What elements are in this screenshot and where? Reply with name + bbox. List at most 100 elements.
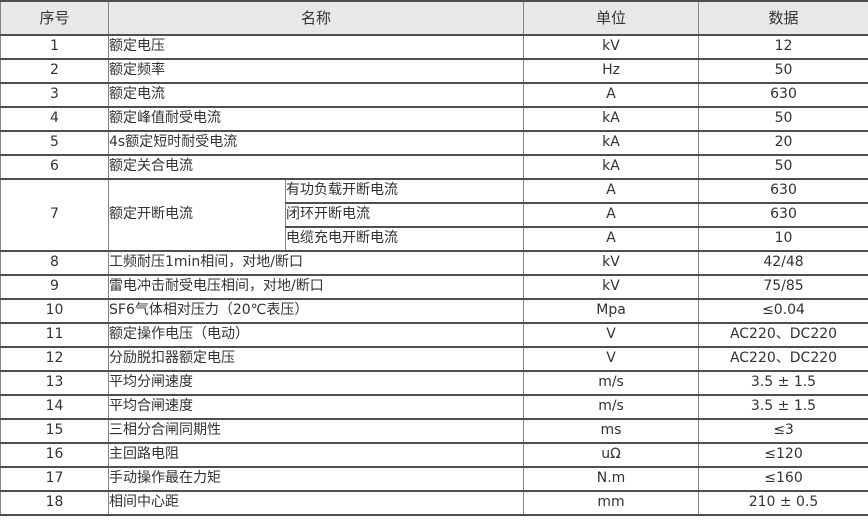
- table-row: 18 相间中心距 mm 210 ± 0.5: [0, 490, 868, 516]
- table-row: 4 额定峰值耐受电流 kA 50: [0, 106, 868, 132]
- cell-unit: A: [523, 202, 700, 228]
- cell-unit: kA: [523, 106, 700, 132]
- cell-data: 630: [698, 202, 868, 228]
- cell-unit: kA: [523, 154, 700, 180]
- cell-data: 3.5 ± 1.5: [698, 370, 868, 396]
- cell-data: 210 ± 0.5: [698, 490, 868, 516]
- cell-name: 三相分合闸同期性: [107, 418, 525, 444]
- header-row: 序号 名称 单位 数据: [0, 0, 868, 36]
- cell-name: 额定频率: [107, 58, 525, 84]
- cell-unit: ms: [523, 418, 700, 444]
- cell-no: 7: [0, 178, 109, 252]
- cell-unit: kV: [523, 250, 700, 276]
- cell-no: 1: [0, 34, 109, 60]
- cell-name: 额定开断电流: [108, 178, 286, 252]
- table-row: 17 手动操作最在力矩 N.m ≤160: [0, 466, 868, 492]
- cell-unit: m/s: [523, 370, 700, 396]
- cell-no: 4: [0, 106, 109, 132]
- table-row: 3 额定电流 A 630: [0, 82, 868, 108]
- cell-name: 手动操作最在力矩: [107, 466, 525, 492]
- table-row: 1 额定电压 kV 12: [0, 34, 868, 60]
- cell-unit: m/s: [523, 394, 700, 420]
- table-row: 2 额定频率 Hz 50: [0, 58, 868, 84]
- cell-subname: 有功负载开断电流: [284, 178, 525, 204]
- cell-data: 50: [698, 106, 868, 132]
- cell-no: 8: [0, 250, 109, 276]
- cell-no: 10: [0, 298, 109, 324]
- cell-data: 630: [698, 82, 868, 108]
- table-body: 1 额定电压 kV 12 2 额定频率 Hz 50 3 额定电流 A 630 4 额定峰值耐受电流 kA 50…: [0, 34, 868, 516]
- table-row: 6 额定关合电流 kA 50: [0, 154, 868, 180]
- header-no: 序号: [0, 0, 109, 36]
- cell-unit: mm: [523, 490, 700, 516]
- cell-name: 4s额定短时耐受电流: [107, 130, 525, 156]
- cell-data: 50: [698, 58, 868, 84]
- cell-unit: A: [523, 178, 700, 204]
- cell-name: 额定电流: [107, 82, 525, 108]
- cell-unit: kA: [523, 130, 700, 156]
- cell-data: ≤3: [698, 418, 868, 444]
- table-row: 7 额定开断电流 有功负载开断电流 A 630: [0, 178, 868, 252]
- cell-data: 42/48: [698, 250, 868, 276]
- cell-data: 75/85: [698, 274, 868, 300]
- table-row: 15 三相分合闸同期性 ms ≤3: [0, 418, 868, 444]
- cell-no: 3: [0, 82, 109, 108]
- cell-name: SF6气体相对压力（20℃表压）: [107, 298, 525, 324]
- cell-name: 相间中心距: [107, 490, 525, 516]
- cell-data: ≤120: [698, 442, 868, 468]
- cell-unit: A: [523, 82, 700, 108]
- cell-no: 12: [0, 346, 109, 372]
- cell-name: 平均合闸速度: [107, 394, 525, 420]
- table-row: 12 分励脱扣器额定电压 V AC220、DC220: [0, 346, 868, 372]
- cell-unit: V: [523, 322, 700, 348]
- table-row: 10 SF6气体相对压力（20℃表压） Mpa ≤0.04: [0, 298, 868, 324]
- cell-data: 10: [698, 226, 868, 252]
- cell-data: 20: [698, 130, 868, 156]
- cell-unit: V: [523, 346, 700, 372]
- cell-no: 13: [0, 370, 109, 396]
- cell-no: 16: [0, 442, 109, 468]
- table-row: 8 工频耐压1min相间，对地/断口 kV 42/48: [0, 250, 868, 276]
- table-row: 14 平均合闸速度 m/s 3.5 ± 1.5: [0, 394, 868, 420]
- cell-no: 15: [0, 418, 109, 444]
- cell-name: 平均分闸速度: [107, 370, 525, 396]
- cell-unit: Mpa: [523, 298, 700, 324]
- cell-subname: 电缆充电开断电流: [284, 226, 525, 252]
- cell-name: 工频耐压1min相间，对地/断口: [107, 250, 525, 276]
- header-data: 数据: [698, 0, 868, 36]
- cell-name: 额定峰值耐受电流: [107, 106, 525, 132]
- cell-data: 630: [698, 178, 868, 204]
- cell-no: 14: [0, 394, 109, 420]
- header-name: 名称: [107, 0, 525, 36]
- cell-no: 9: [0, 274, 109, 300]
- cell-no: 2: [0, 58, 109, 84]
- cell-unit: A: [523, 226, 700, 252]
- cell-data: 3.5 ± 1.5: [698, 394, 868, 420]
- cell-unit: uΩ: [523, 442, 700, 468]
- cell-no: 5: [0, 130, 109, 156]
- cell-unit: kV: [523, 34, 700, 60]
- cell-name: 雷电冲击耐受电压相间，对地/断口: [107, 274, 525, 300]
- cell-data: ≤160: [698, 466, 868, 492]
- cell-unit: N.m: [523, 466, 700, 492]
- cell-data: 12: [698, 34, 868, 60]
- table-row: 13 平均分闸速度 m/s 3.5 ± 1.5: [0, 370, 868, 396]
- cell-no: 17: [0, 466, 109, 492]
- table-row: 5 4s额定短时耐受电流 kA 20: [0, 130, 868, 156]
- cell-name: 主回路电阻: [107, 442, 525, 468]
- cell-name: 额定电压: [107, 34, 525, 60]
- table-row: 电缆充电开断电流 A 10: [1, 226, 868, 252]
- cell-name: 分励脱扣器额定电压: [107, 346, 525, 372]
- table-row: 闭环开断电流 A 630: [1, 202, 868, 228]
- cell-no: 18: [0, 490, 109, 516]
- cell-name: 额定操作电压（电动）: [107, 322, 525, 348]
- cell-unit: Hz: [523, 58, 700, 84]
- table-row: 16 主回路电阻 uΩ ≤120: [0, 442, 868, 468]
- cell-subname: 闭环开断电流: [284, 202, 525, 228]
- table-row: 9 雷电冲击耐受电压相间，对地/断口 kV 75/85: [0, 274, 868, 300]
- header-unit: 单位: [523, 0, 700, 36]
- table-row: 11 额定操作电压（电动） V AC220、DC220: [0, 322, 868, 348]
- cell-no: 11: [0, 322, 109, 348]
